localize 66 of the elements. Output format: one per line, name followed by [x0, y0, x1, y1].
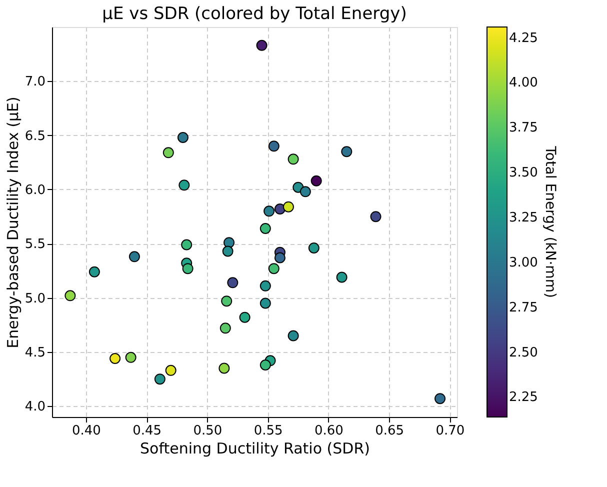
color-bar-label: 4.00 — [509, 76, 538, 91]
y-tick-label: 6.0 — [24, 183, 46, 198]
point — [434, 393, 446, 404]
point — [308, 242, 320, 254]
point — [165, 364, 176, 376]
point — [128, 251, 140, 262]
point — [274, 252, 286, 264]
point — [300, 186, 311, 198]
point — [181, 239, 192, 250]
y-tick-label: 5.5 — [24, 237, 46, 252]
point — [154, 374, 166, 385]
point — [178, 180, 190, 191]
color-bar-label: 3.25 — [509, 210, 538, 226]
point — [264, 206, 275, 217]
chart-title: μE vs SDR (colored by Total Energy) — [102, 4, 407, 24]
y-tick-label: 4.5 — [24, 346, 46, 360]
color-bar-label: 3.75 — [509, 120, 538, 136]
point — [227, 277, 238, 288]
x-tick-label: 0.65 — [375, 424, 404, 438]
point — [162, 147, 174, 158]
point — [336, 272, 348, 283]
color-bar-label: 3.00 — [509, 255, 538, 270]
point — [64, 290, 76, 302]
point — [370, 211, 382, 222]
point — [310, 175, 322, 186]
y-tick-label: 7.0 — [24, 74, 46, 90]
point — [288, 330, 299, 342]
point — [239, 312, 250, 323]
x-tick-label: 0.40 — [72, 424, 101, 438]
point — [268, 140, 280, 152]
point — [218, 362, 230, 374]
color-bar-label: 2.50 — [509, 345, 538, 360]
y-axis-title: Energy-based Ductility Index (μE) — [4, 96, 22, 348]
point — [282, 201, 294, 212]
point — [260, 360, 271, 370]
color-bar-label: 4.25 — [509, 30, 538, 46]
point — [260, 298, 271, 309]
point — [256, 40, 268, 51]
point — [221, 296, 232, 307]
point — [222, 246, 234, 257]
y-tick-label: 4.0 — [24, 400, 46, 415]
color-bar-label: 2.75 — [509, 300, 538, 316]
point — [88, 266, 100, 278]
point — [260, 223, 271, 234]
point — [274, 204, 286, 214]
color-bar-label: 2.25 — [509, 390, 538, 406]
point — [182, 263, 194, 274]
x-tick-label: 0.50 — [193, 424, 222, 438]
y-tick-label: 5.0 — [24, 291, 46, 306]
x-tick-label: 0.70 — [436, 424, 465, 438]
y-tick-label: 6.5 — [24, 128, 46, 144]
point — [268, 263, 280, 274]
x-axis-title: Softening Ductility Ratio (SDR) — [140, 440, 370, 458]
point — [288, 154, 299, 165]
color-bar-title: Total Energy (kN·mm) — [542, 145, 558, 298]
point — [177, 132, 188, 143]
x-tick-label: 0.60 — [314, 424, 344, 438]
point — [260, 280, 271, 292]
point — [110, 353, 121, 364]
point — [341, 146, 352, 158]
color-bar-label: 3.50 — [509, 166, 538, 181]
x-tick-label: 0.45 — [132, 424, 162, 438]
x-tick-label: 0.55 — [254, 424, 283, 438]
point — [224, 237, 235, 248]
point — [125, 352, 136, 363]
point — [220, 322, 231, 334]
